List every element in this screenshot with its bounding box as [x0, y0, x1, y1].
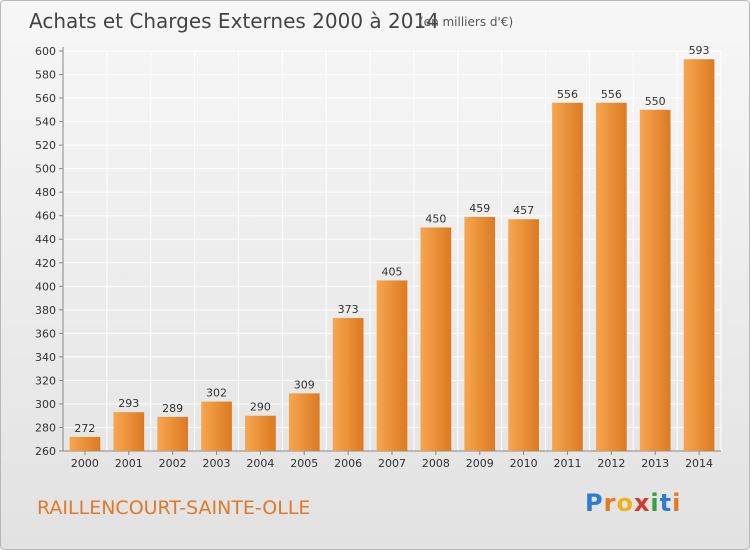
bar-2008 [420, 227, 452, 451]
x-tick-label-2013: 2013 [641, 457, 669, 470]
x-tick-label-2009: 2009 [466, 457, 494, 470]
bar-2001 [113, 412, 145, 451]
x-tick-label-2007: 2007 [378, 457, 406, 470]
x-tick-label-2014: 2014 [685, 457, 713, 470]
bar-2009 [464, 216, 496, 451]
value-label-2012: 556 [601, 88, 622, 101]
axes: 260 280 300 320 340 360 380 400 420 440 460 480 500 5… [35, 45, 721, 470]
y-tick-label: 520 [35, 139, 56, 152]
chart-title: Achats et Charges Externes 2000 à 2014 [29, 9, 439, 33]
x-tick-label-2000: 2000 [71, 457, 99, 470]
y-tick-label: 600 [35, 45, 56, 58]
y-tick-label: 500 [35, 163, 56, 176]
x-tick-label-2008: 2008 [422, 457, 450, 470]
y-tick-label: 480 [35, 186, 56, 199]
bar-2013 [639, 109, 671, 451]
bar-2010 [508, 219, 539, 451]
y-tick-label: 280 [35, 421, 56, 434]
value-label-2014: 593 [689, 44, 710, 57]
y-tick-label: 460 [35, 210, 56, 223]
proxiti-logo: Proxiti [585, 489, 682, 517]
value-label-2008: 450 [425, 212, 446, 225]
commune-name: RAILLENCOURT-SAINTE-OLLE [37, 497, 311, 519]
x-tick-label-2003: 2003 [203, 457, 231, 470]
bar-2007 [376, 280, 408, 451]
y-tick-label: 560 [35, 92, 56, 105]
x-tick-label-2004: 2004 [246, 457, 274, 470]
value-label-2006: 373 [338, 303, 359, 316]
y-tick-label: 320 [35, 374, 56, 387]
y-tick-label: 540 [35, 116, 56, 129]
y-tick-label: 400 [35, 280, 56, 293]
value-label-2010: 457 [513, 204, 534, 217]
bar-2005 [288, 393, 320, 451]
y-tick-label: 380 [35, 304, 56, 317]
value-label-2007: 405 [382, 265, 403, 278]
y-tick-label: 580 [35, 69, 56, 82]
value-label-2005: 309 [294, 378, 315, 391]
bar-2003 [201, 401, 232, 451]
bars [69, 59, 715, 452]
value-label-2000: 272 [74, 422, 95, 435]
value-label-2003: 302 [206, 387, 227, 400]
x-tick-label-2006: 2006 [334, 457, 362, 470]
bar-2000 [69, 436, 101, 451]
x-tick-label-2005: 2005 [290, 457, 318, 470]
chart-unit: (en milliers d'€) [419, 15, 514, 29]
value-label-2013: 550 [645, 95, 666, 108]
y-tick-label: 340 [35, 351, 56, 364]
value-label-2001: 293 [118, 397, 139, 410]
value-label-2002: 289 [162, 402, 183, 415]
bar-2011 [552, 102, 583, 451]
bar-2014 [683, 59, 715, 452]
y-tick-label: 440 [35, 233, 56, 246]
bar-2002 [157, 416, 189, 451]
bar-2006 [332, 318, 364, 451]
bar-2004 [245, 415, 276, 451]
x-tick-label-2012: 2012 [597, 457, 625, 470]
bar-2012 [595, 102, 627, 451]
y-tick-label: 360 [35, 327, 56, 340]
x-tick-label-2001: 2001 [115, 457, 143, 470]
y-tick-label: 300 [35, 398, 56, 411]
value-label-2009: 459 [469, 202, 490, 215]
y-tick-label: 260 [35, 445, 56, 458]
labels: 272 293 289 302 290 309 373 405 450 459 457 556 556 5… [74, 44, 709, 435]
value-label-2011: 556 [557, 88, 578, 101]
y-tick-label: 420 [35, 257, 56, 270]
x-tick-label-2010: 2010 [510, 457, 538, 470]
value-label-2004: 290 [250, 401, 271, 414]
x-tick-label-2011: 2011 [553, 457, 581, 470]
x-tick-label-2002: 2002 [159, 457, 187, 470]
